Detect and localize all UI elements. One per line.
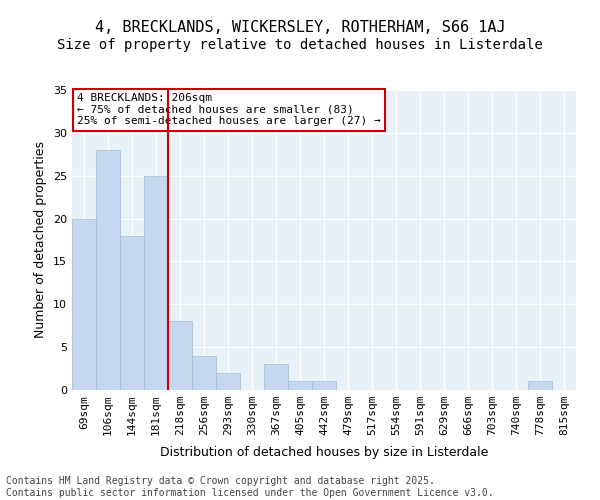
Y-axis label: Number of detached properties: Number of detached properties — [34, 142, 47, 338]
Bar — [216, 373, 240, 390]
Bar — [96, 150, 120, 390]
Bar — [312, 382, 336, 390]
Bar — [120, 236, 144, 390]
Bar — [528, 382, 552, 390]
Bar — [168, 322, 192, 390]
Bar — [144, 176, 168, 390]
Bar — [192, 356, 216, 390]
Bar — [72, 218, 96, 390]
Text: 4, BRECKLANDS, WICKERSLEY, ROTHERHAM, S66 1AJ: 4, BRECKLANDS, WICKERSLEY, ROTHERHAM, S6… — [95, 20, 505, 35]
Bar — [264, 364, 288, 390]
Text: 4 BRECKLANDS: 206sqm
← 75% of detached houses are smaller (83)
25% of semi-detac: 4 BRECKLANDS: 206sqm ← 75% of detached h… — [77, 93, 381, 126]
X-axis label: Distribution of detached houses by size in Listerdale: Distribution of detached houses by size … — [160, 446, 488, 460]
Text: Size of property relative to detached houses in Listerdale: Size of property relative to detached ho… — [57, 38, 543, 52]
Bar — [288, 382, 312, 390]
Text: Contains HM Land Registry data © Crown copyright and database right 2025.
Contai: Contains HM Land Registry data © Crown c… — [6, 476, 494, 498]
